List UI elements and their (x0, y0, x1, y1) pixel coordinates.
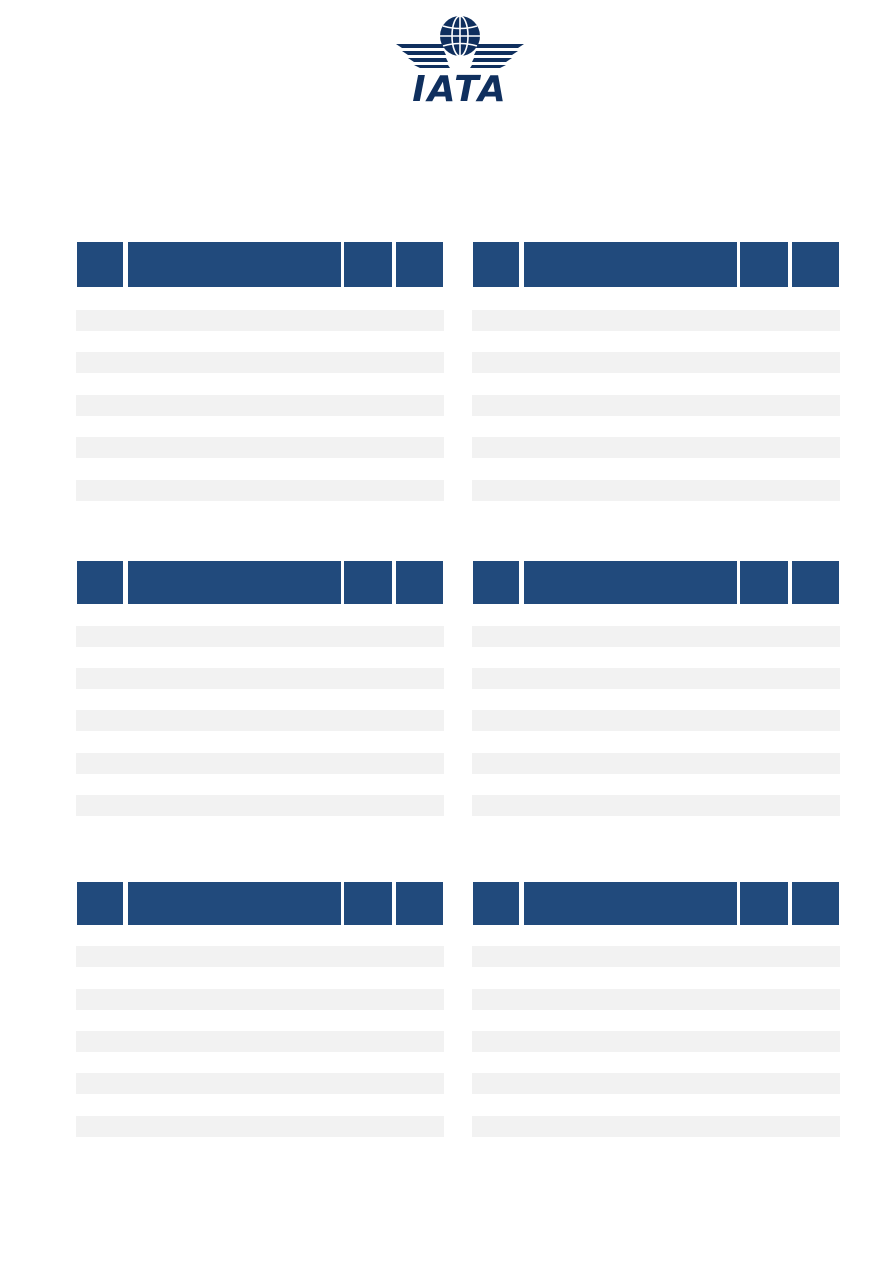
header-cell-1 (473, 242, 519, 287)
table-row (76, 480, 444, 501)
header-cell-2 (524, 882, 737, 925)
table-row (76, 668, 444, 689)
header-cell-1 (473, 561, 519, 604)
table-row (472, 352, 840, 373)
table-row (472, 437, 840, 458)
header-cell-1 (473, 882, 519, 925)
table-row (76, 753, 444, 774)
header-cell-1 (77, 882, 123, 925)
header-cell-4 (396, 882, 443, 925)
header-cell-4 (792, 561, 839, 604)
table-row (472, 989, 840, 1010)
table-row (76, 1116, 444, 1137)
table-row (76, 310, 444, 331)
table-row (472, 946, 840, 967)
header-cell-2 (128, 561, 341, 604)
logo-wordmark: IATA (412, 69, 508, 110)
table-row (472, 795, 840, 816)
header-cell-4 (396, 242, 443, 287)
table-row (472, 395, 840, 416)
table-row (76, 989, 444, 1010)
header-cell-4 (792, 882, 839, 925)
header-cell-4 (396, 561, 443, 604)
header-cell-4 (792, 242, 839, 287)
table-row (472, 710, 840, 731)
header-cell-3 (740, 882, 788, 925)
table-header (472, 242, 840, 287)
table-header (472, 561, 840, 604)
table-row (76, 437, 444, 458)
table-row (472, 310, 840, 331)
table-row (472, 1116, 840, 1137)
table-row (76, 626, 444, 647)
table-row (76, 352, 444, 373)
header-cell-2 (128, 882, 341, 925)
table-header (76, 882, 444, 925)
table-row (76, 710, 444, 731)
globe-wings-icon (396, 15, 524, 68)
table-row (76, 1073, 444, 1094)
table-header (472, 882, 840, 925)
table-row (472, 1031, 840, 1052)
iata-logo: IATA (394, 14, 526, 108)
table-row (472, 480, 840, 501)
table-row (472, 626, 840, 647)
header-cell-3 (344, 561, 392, 604)
table-header (76, 561, 444, 604)
table-row (472, 753, 840, 774)
header-cell-3 (740, 242, 788, 287)
header-cell-2 (524, 242, 737, 287)
table-row (76, 1031, 444, 1052)
table-header (76, 242, 444, 287)
table-row (472, 668, 840, 689)
header-cell-3 (344, 882, 392, 925)
header-cell-2 (128, 242, 341, 287)
header-cell-1 (77, 561, 123, 604)
table-row (472, 1073, 840, 1094)
header-cell-1 (77, 242, 123, 287)
header-cell-3 (344, 242, 392, 287)
table-row (76, 795, 444, 816)
header-cell-3 (740, 561, 788, 604)
table-row (76, 395, 444, 416)
header-cell-2 (524, 561, 737, 604)
table-row (76, 946, 444, 967)
